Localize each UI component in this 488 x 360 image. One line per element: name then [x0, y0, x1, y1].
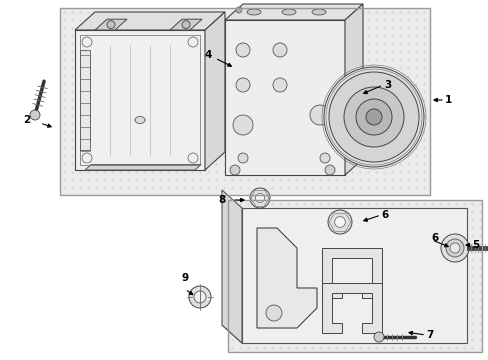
Bar — [60, 8, 429, 195]
Circle shape — [445, 239, 463, 257]
Polygon shape — [95, 19, 127, 30]
Circle shape — [229, 165, 240, 175]
Ellipse shape — [135, 117, 145, 123]
Text: 3: 3 — [384, 80, 391, 90]
Polygon shape — [257, 228, 316, 328]
Bar — [224, 20, 345, 175]
Bar — [80, 35, 200, 165]
Polygon shape — [224, 4, 362, 20]
Circle shape — [309, 105, 329, 125]
Circle shape — [255, 193, 264, 202]
Circle shape — [236, 43, 249, 57]
Ellipse shape — [246, 9, 261, 15]
Circle shape — [265, 305, 282, 321]
Text: 9: 9 — [181, 273, 188, 283]
Circle shape — [182, 21, 190, 28]
Text: 6: 6 — [430, 233, 438, 243]
Circle shape — [189, 286, 210, 308]
Circle shape — [249, 188, 269, 208]
Circle shape — [343, 87, 403, 147]
Circle shape — [365, 109, 381, 125]
Circle shape — [355, 99, 391, 135]
Ellipse shape — [311, 9, 325, 15]
Text: 7: 7 — [426, 330, 433, 340]
Circle shape — [334, 217, 345, 228]
Circle shape — [325, 165, 334, 175]
Circle shape — [107, 21, 115, 28]
Circle shape — [449, 243, 459, 253]
Polygon shape — [85, 165, 201, 170]
Circle shape — [327, 210, 351, 234]
Polygon shape — [345, 4, 362, 175]
Circle shape — [194, 291, 205, 303]
Bar — [227, 200, 481, 352]
Polygon shape — [321, 248, 381, 298]
Circle shape — [236, 78, 249, 92]
Polygon shape — [204, 12, 224, 170]
Circle shape — [272, 78, 286, 92]
Text: 6: 6 — [381, 210, 388, 220]
Ellipse shape — [282, 9, 295, 15]
Text: 4: 4 — [204, 50, 211, 60]
Bar — [75, 30, 204, 170]
Circle shape — [238, 153, 247, 163]
Polygon shape — [222, 190, 242, 343]
Circle shape — [440, 234, 468, 262]
Text: 1: 1 — [444, 95, 451, 105]
Text: 2: 2 — [23, 115, 31, 125]
Polygon shape — [170, 19, 202, 30]
Circle shape — [30, 110, 40, 120]
Bar — [60, 8, 429, 195]
Bar — [242, 208, 466, 343]
Circle shape — [328, 72, 418, 162]
Circle shape — [272, 43, 286, 57]
Circle shape — [373, 332, 383, 342]
Polygon shape — [75, 12, 224, 30]
Circle shape — [232, 115, 252, 135]
Polygon shape — [222, 325, 466, 343]
Bar — [227, 200, 481, 352]
Circle shape — [324, 67, 423, 167]
Circle shape — [236, 7, 242, 13]
Text: 8: 8 — [218, 195, 225, 205]
Polygon shape — [80, 50, 90, 150]
Circle shape — [319, 153, 329, 163]
Text: 5: 5 — [471, 240, 479, 250]
Polygon shape — [321, 283, 381, 333]
